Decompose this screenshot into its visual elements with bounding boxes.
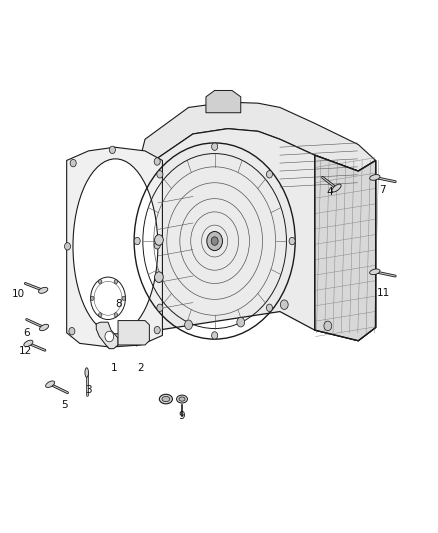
Polygon shape: [136, 158, 158, 346]
Circle shape: [157, 304, 163, 311]
Circle shape: [122, 296, 125, 301]
Polygon shape: [118, 320, 149, 345]
Circle shape: [266, 304, 272, 311]
Circle shape: [64, 243, 71, 250]
Circle shape: [266, 171, 272, 178]
Circle shape: [114, 280, 117, 284]
Circle shape: [155, 235, 163, 245]
Circle shape: [70, 159, 76, 167]
Circle shape: [69, 327, 75, 335]
Circle shape: [154, 241, 160, 249]
Circle shape: [105, 331, 114, 342]
Text: 6: 6: [23, 328, 30, 338]
Circle shape: [91, 296, 94, 301]
Circle shape: [154, 326, 160, 334]
Circle shape: [237, 317, 245, 327]
Polygon shape: [315, 155, 376, 341]
Ellipse shape: [159, 394, 173, 404]
Text: 3: 3: [85, 384, 92, 394]
Circle shape: [207, 231, 223, 251]
Text: 4: 4: [327, 187, 333, 197]
Text: 2: 2: [138, 364, 144, 373]
Text: 8: 8: [116, 298, 122, 309]
Ellipse shape: [370, 269, 380, 274]
Ellipse shape: [162, 397, 170, 402]
Circle shape: [134, 237, 140, 245]
Text: 11: 11: [377, 288, 390, 298]
Ellipse shape: [73, 159, 158, 334]
Circle shape: [157, 171, 163, 178]
Ellipse shape: [332, 184, 341, 192]
Ellipse shape: [46, 381, 55, 387]
Circle shape: [155, 272, 163, 282]
Ellipse shape: [39, 324, 49, 330]
Circle shape: [212, 143, 218, 150]
Ellipse shape: [179, 397, 185, 401]
Polygon shape: [136, 102, 376, 174]
Polygon shape: [158, 128, 376, 341]
Polygon shape: [67, 147, 162, 347]
Ellipse shape: [24, 340, 33, 346]
Ellipse shape: [85, 368, 88, 377]
Polygon shape: [206, 91, 241, 113]
Text: 9: 9: [179, 411, 185, 421]
Ellipse shape: [177, 395, 187, 403]
Text: 12: 12: [19, 346, 32, 357]
Circle shape: [289, 237, 295, 245]
Text: 5: 5: [61, 400, 68, 410]
Circle shape: [99, 280, 102, 284]
Polygon shape: [96, 322, 118, 349]
Circle shape: [211, 237, 218, 245]
Circle shape: [324, 321, 332, 330]
Text: 1: 1: [111, 364, 118, 373]
Circle shape: [99, 313, 102, 317]
Ellipse shape: [370, 175, 380, 180]
Circle shape: [107, 341, 113, 349]
Circle shape: [185, 320, 192, 329]
Text: 10: 10: [12, 289, 25, 299]
Circle shape: [212, 332, 218, 339]
Ellipse shape: [39, 287, 48, 293]
Circle shape: [280, 300, 288, 310]
Text: 7: 7: [379, 184, 385, 195]
Circle shape: [110, 146, 116, 154]
Circle shape: [154, 158, 160, 165]
Circle shape: [114, 313, 117, 317]
